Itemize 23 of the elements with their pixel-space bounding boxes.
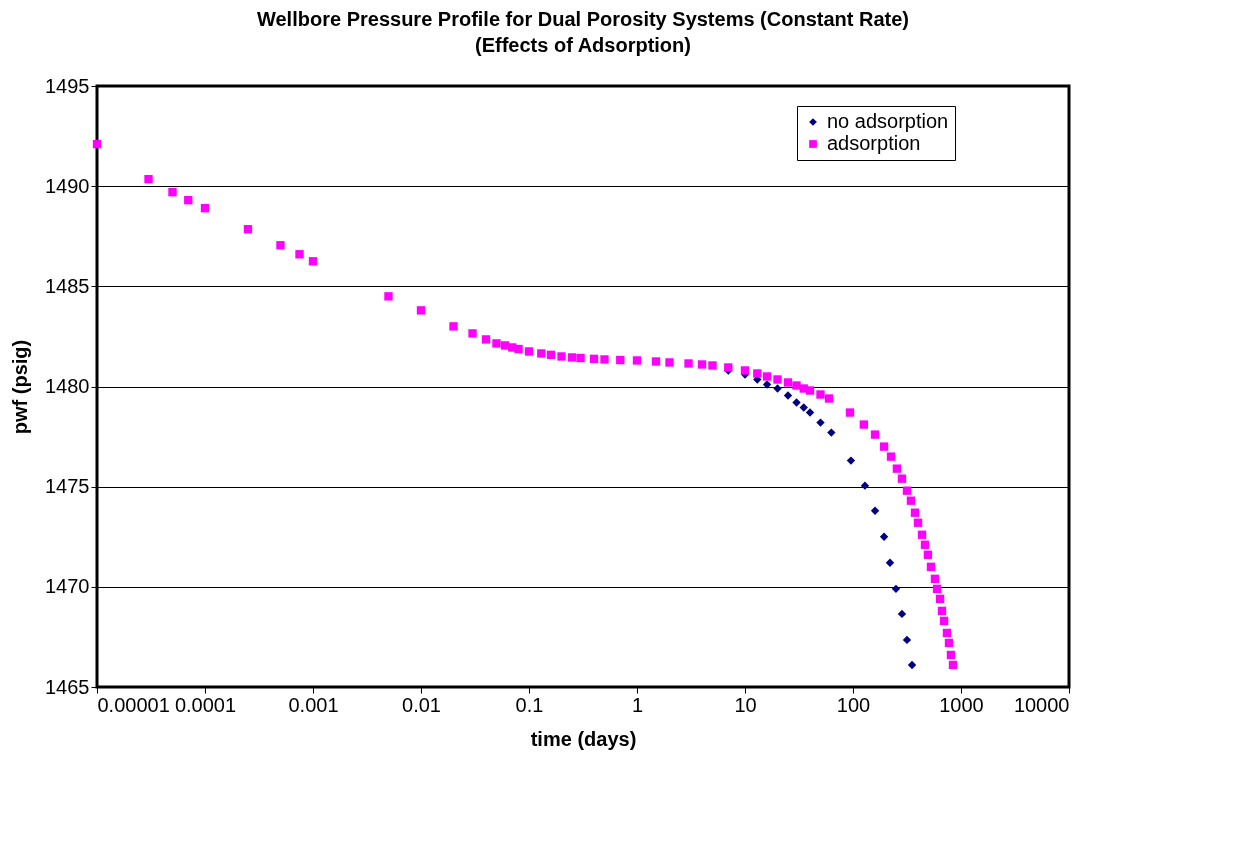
y-tick-label: 1490 xyxy=(45,174,90,197)
y-tick-label: 1465 xyxy=(45,675,90,698)
legend-label: adsorption xyxy=(827,132,921,154)
text: Wellbore Pressure Profile for Dual Porosity Systems (Constant Rate) xyxy=(256,8,910,30)
x-axis-title: time (days) xyxy=(530,727,637,750)
x-tick-label: 0.01 xyxy=(402,693,441,716)
x-tick-label: 10 xyxy=(734,693,757,716)
y-tick-label: 1485 xyxy=(45,274,90,297)
x-tick-label: 0.0001 xyxy=(174,693,237,716)
x-tick-label: 10000 xyxy=(1013,693,1070,716)
x-tick-label: 0.001 xyxy=(288,693,339,716)
x-tick-label: 1 xyxy=(631,693,644,716)
x-tick-label: 1000 xyxy=(939,693,984,716)
y-tick-label: 1470 xyxy=(45,575,90,598)
y-tick-label: 1475 xyxy=(45,475,90,498)
text: (Effects of Adsorption) xyxy=(475,34,691,56)
legend-label: no adsorption xyxy=(827,110,949,132)
y-tick-label: 1480 xyxy=(45,375,90,397)
x-tick-label: 100 xyxy=(836,693,871,716)
x-tick-label: 0.1 xyxy=(515,693,544,716)
y-axis-title: pwf (psig) xyxy=(9,339,32,435)
x-tick-label: 0.00001 xyxy=(97,693,170,716)
y-tick-label: 1495 xyxy=(45,74,90,97)
